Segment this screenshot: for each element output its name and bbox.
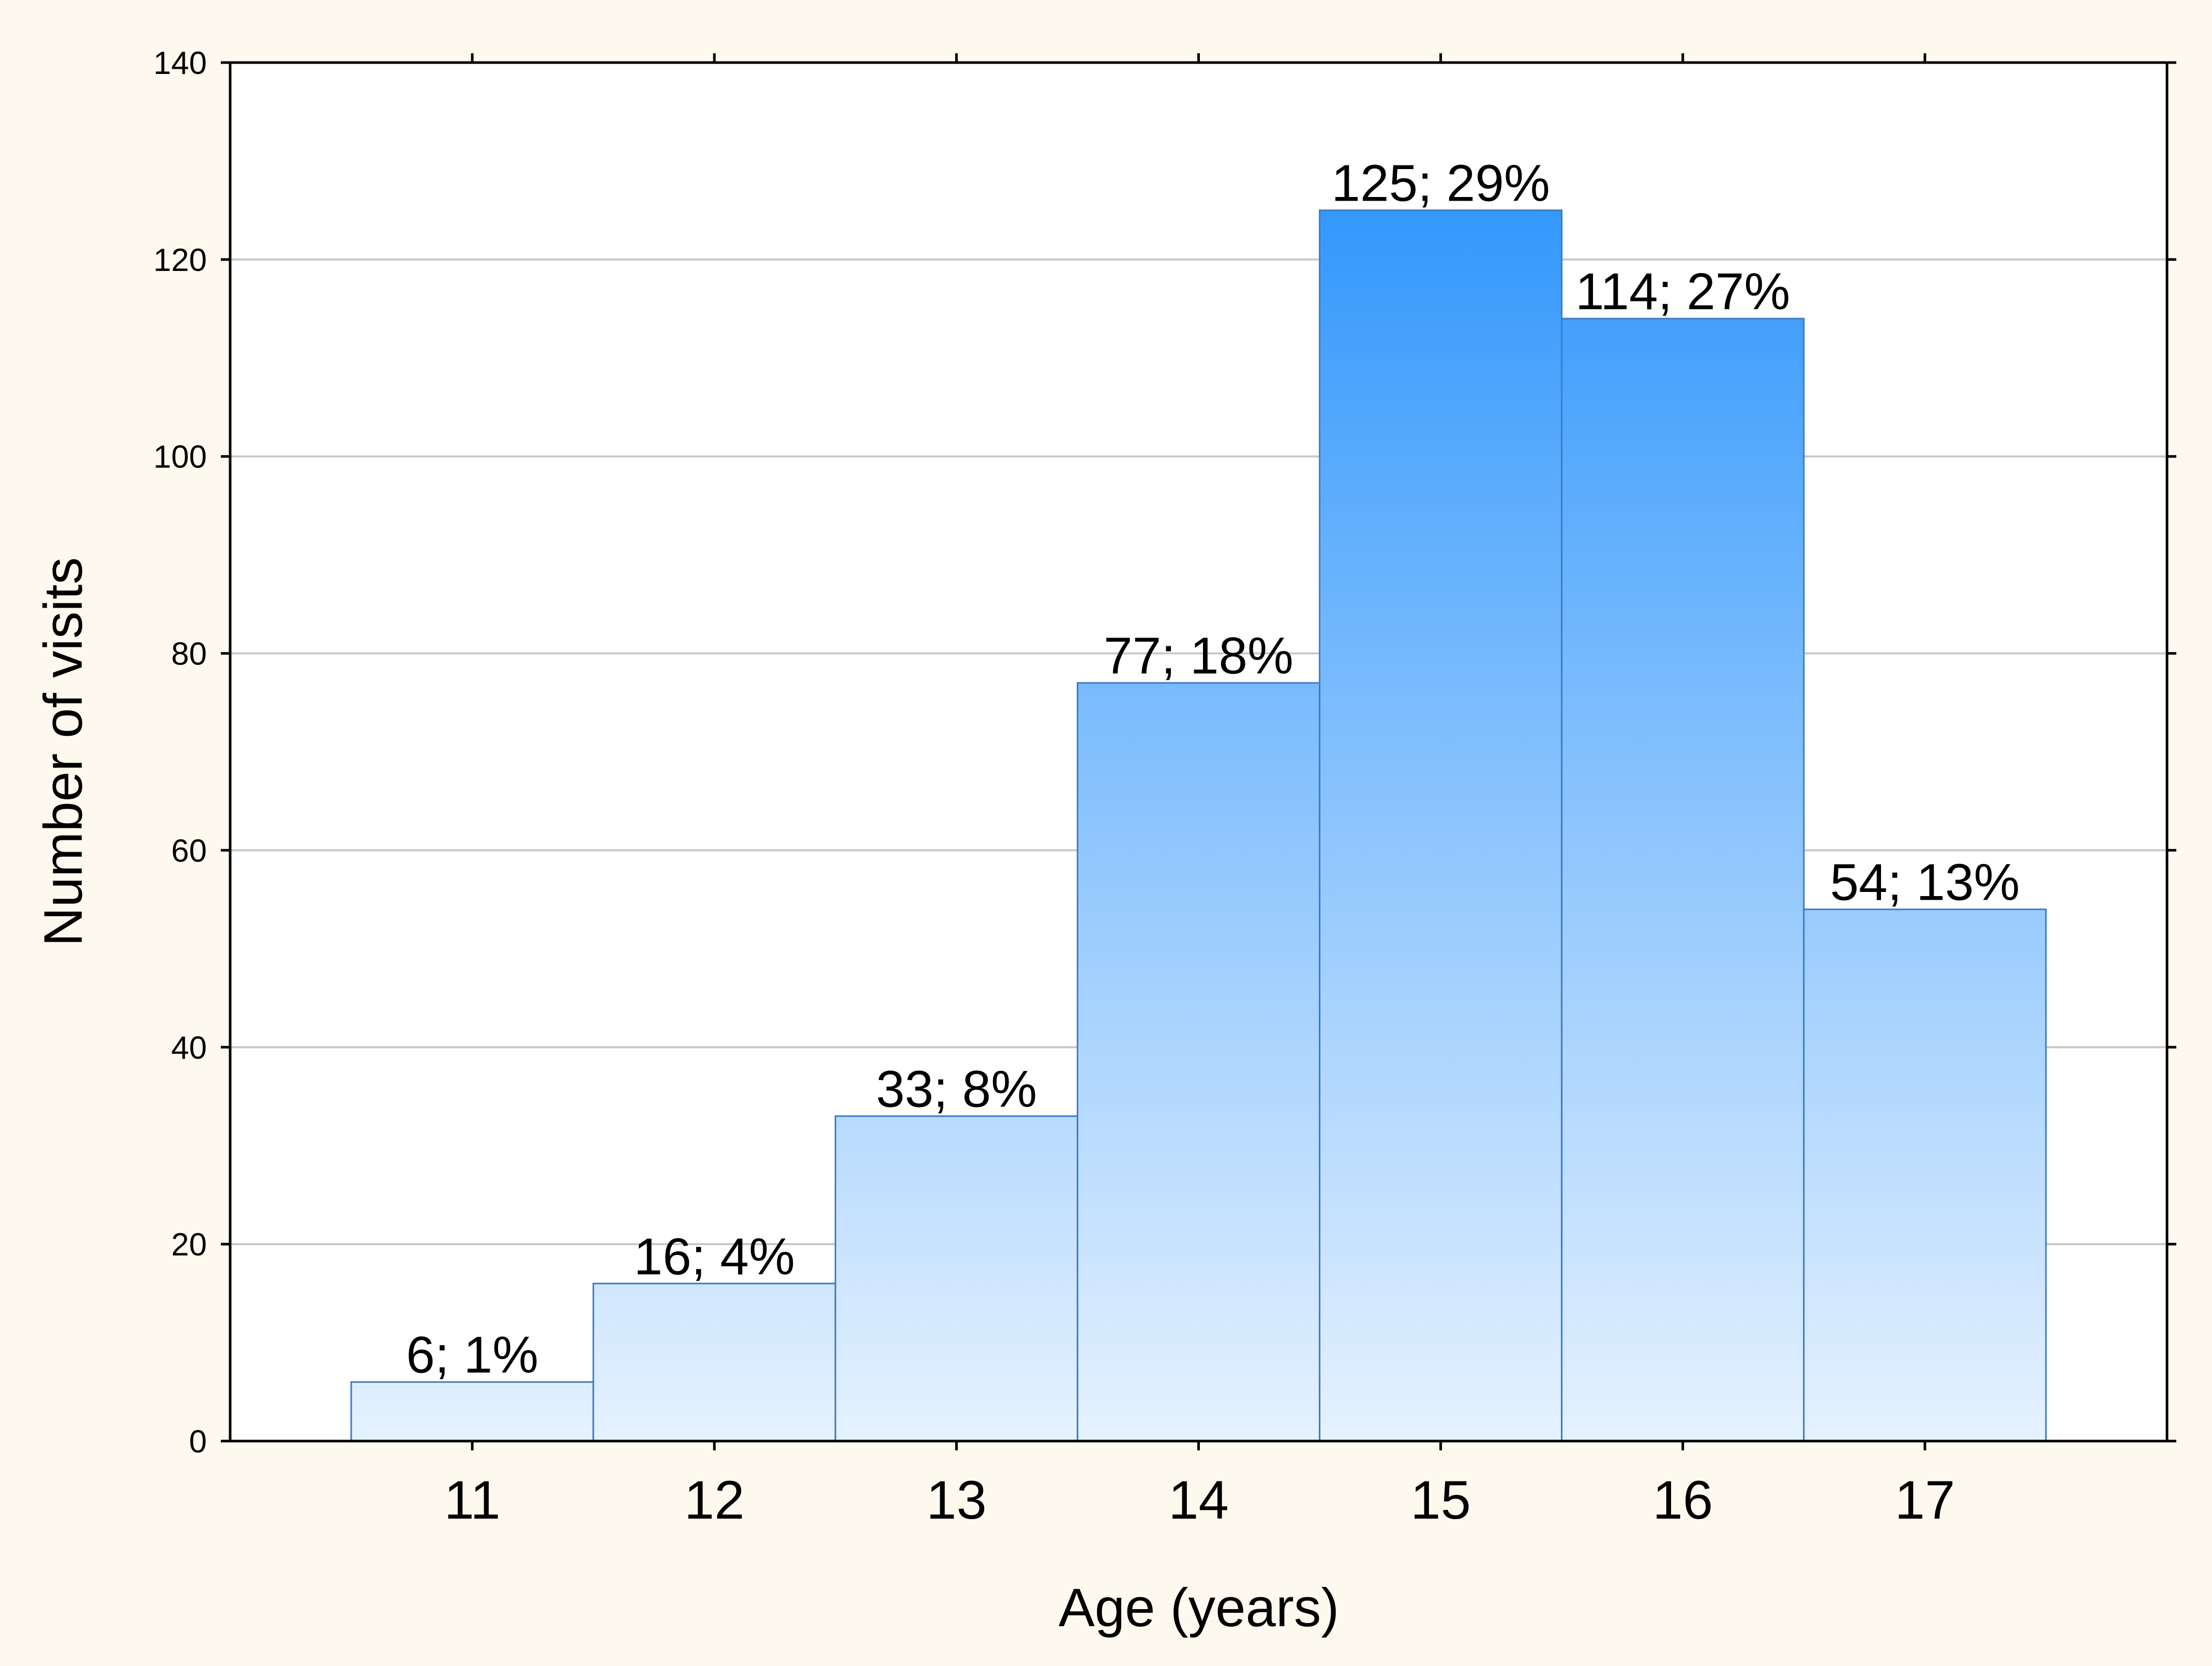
data-label: 125; 29% — [1331, 155, 1550, 213]
x-axis-ticks: 11 12 13 14 15 16 17 — [444, 53, 1955, 1531]
bar-age-12 — [592, 1282, 836, 1442]
data-label: 114; 27% — [1575, 263, 1790, 321]
data-label: 6; 1% — [406, 1326, 538, 1384]
data-label: 16; 4% — [634, 1228, 795, 1285]
y-tick-label: 80 — [171, 637, 207, 672]
x-tick-label: 15 — [1410, 1470, 1471, 1531]
y-tick-label: 140 — [154, 46, 207, 81]
x-axis-title: Age (years) — [1059, 1578, 1340, 1638]
bar-age-15 — [1319, 209, 1563, 1442]
data-labels: 6; 1% 16; 4% 33; 8% 77; 18% 125; 29% 114; 27%… — [406, 155, 2020, 1384]
bars — [350, 209, 2047, 1442]
y-tick-label: 100 — [154, 440, 207, 475]
bar-age-17 — [1803, 908, 2047, 1442]
x-tick-label: 14 — [1168, 1470, 1229, 1531]
y-axis-title: Number of visits — [33, 557, 94, 947]
bar-age-13 — [834, 1115, 1078, 1442]
x-tick-label: 16 — [1652, 1470, 1713, 1531]
y-tick-label: 60 — [171, 833, 207, 869]
data-label: 33; 8% — [876, 1061, 1037, 1118]
bar-age-16 — [1561, 317, 1805, 1442]
y-tick-label: 120 — [154, 243, 207, 278]
x-tick-label: 12 — [684, 1470, 745, 1531]
y-axis-ticks: 0 20 40 60 80 100 120 140 — [154, 46, 2176, 1460]
x-tick-label: 11 — [444, 1470, 501, 1531]
bar-age-11 — [350, 1381, 594, 1442]
y-tick-label: 0 — [189, 1424, 207, 1460]
data-label: 77; 18% — [1104, 627, 1293, 685]
data-label: 54; 13% — [1830, 854, 2020, 912]
x-tick-label: 17 — [1894, 1470, 1955, 1531]
y-tick-label: 20 — [171, 1227, 207, 1263]
y-tick-label: 40 — [171, 1030, 207, 1066]
bar-age-14 — [1076, 682, 1321, 1442]
x-tick-label: 13 — [926, 1470, 987, 1531]
